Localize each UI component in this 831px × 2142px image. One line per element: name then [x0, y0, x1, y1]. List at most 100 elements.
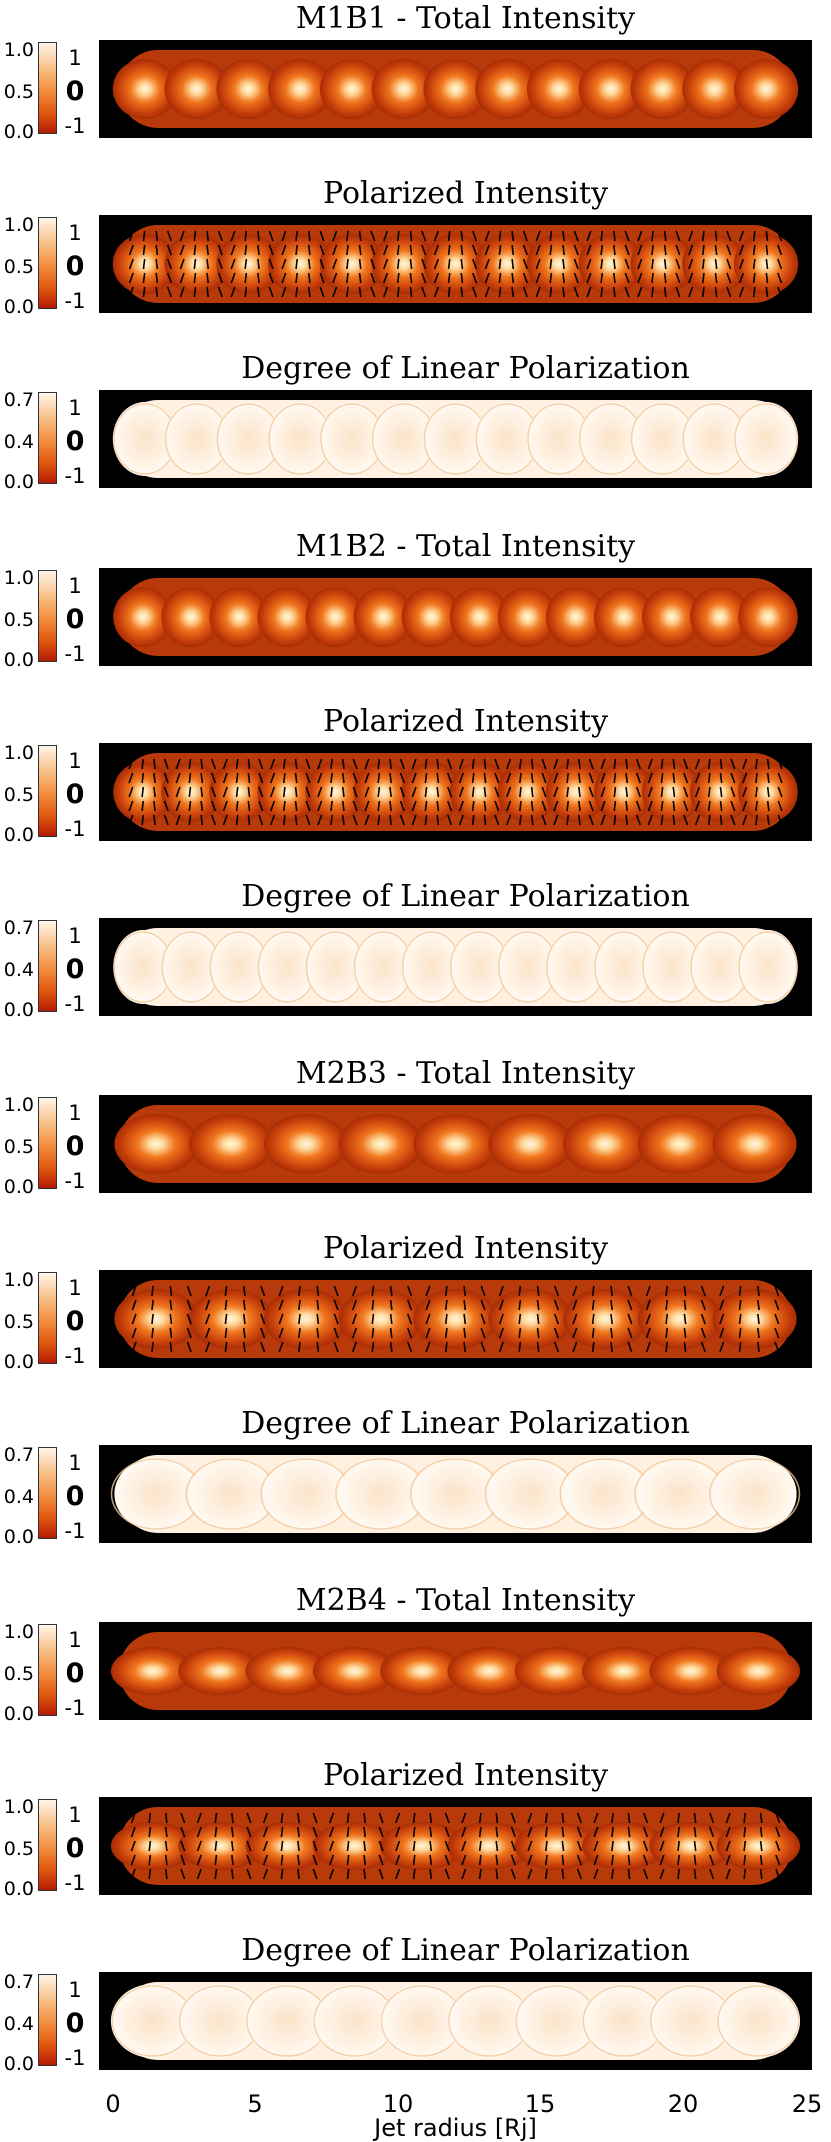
polarization-vector — [332, 286, 338, 298]
polarization-vector — [153, 814, 156, 826]
colorbar — [38, 1272, 57, 1364]
colorbar-tick-label: 0.0 — [3, 1878, 34, 1900]
polarization-vector — [647, 800, 653, 812]
polarization-vector — [230, 258, 236, 270]
polarization-vector — [484, 230, 490, 242]
polarization-vector — [317, 758, 323, 770]
polarization-vector — [230, 244, 236, 256]
polarization-vector — [371, 1313, 375, 1325]
polarization-vector — [180, 1826, 186, 1838]
colorbar-tick-label: 0.0 — [3, 1703, 34, 1725]
polarization-vector — [257, 258, 260, 270]
polarization-vector — [635, 786, 642, 798]
colorbar-tick-label: 0.0 — [3, 121, 34, 143]
polarization-vector — [196, 1854, 202, 1866]
polarization-vector — [775, 1826, 781, 1838]
intensity-blob — [690, 930, 750, 1004]
polarization-vector — [155, 286, 159, 298]
polarization-vector — [573, 230, 579, 242]
polarization-vector — [429, 1812, 433, 1824]
intensity-blob — [526, 402, 592, 476]
polarization-vector — [660, 758, 664, 770]
polarization-vector — [714, 272, 718, 284]
intensity-blob — [338, 1114, 423, 1174]
polarization-vector — [444, 1826, 450, 1838]
colorbar-tick-label: 0.5 — [3, 1663, 34, 1685]
polarization-vector — [358, 272, 362, 284]
polarization-vector — [246, 1854, 252, 1866]
heatmap-plot — [99, 743, 812, 841]
polarization-vector — [719, 786, 723, 798]
heatmap-plot — [99, 568, 812, 666]
polarization-vector — [600, 758, 606, 770]
polarization-vector — [409, 272, 413, 284]
polarization-vector — [295, 272, 299, 284]
polarization-vector — [522, 272, 528, 284]
polarization-vector — [518, 1341, 522, 1353]
polarization-vector — [647, 758, 653, 770]
polarization-vector — [214, 1840, 218, 1852]
orientation-scale-label: 0 — [65, 2008, 85, 2039]
polarization-vector — [610, 1327, 613, 1339]
polarization-vector — [224, 1313, 228, 1325]
polarization-vector — [460, 286, 464, 298]
polarization-vector — [591, 1299, 595, 1311]
polarization-vector — [305, 814, 311, 826]
polarization-vector — [180, 1868, 186, 1880]
polarization-vector — [444, 1285, 448, 1297]
polarization-vector — [645, 1313, 651, 1325]
polarization-vector — [511, 258, 515, 270]
polarization-vector — [242, 1313, 246, 1325]
colorbar-tick-label: 1.0 — [3, 1621, 34, 1643]
polarization-vector — [544, 1868, 548, 1880]
polarization-vector — [510, 1826, 516, 1838]
polarization-vector — [675, 286, 681, 298]
polarization-vector — [210, 786, 217, 798]
polarization-vector — [683, 1285, 687, 1297]
intensity-blob — [112, 59, 177, 119]
intensity-blob — [712, 1114, 797, 1174]
polarization-vector — [637, 258, 643, 270]
polarization-vector — [719, 1341, 725, 1353]
polarization-vector — [247, 814, 251, 826]
polarization-vector — [544, 1840, 548, 1852]
polarization-vector — [210, 800, 217, 812]
intensity-blob — [642, 587, 702, 647]
polarization-vector — [389, 758, 392, 770]
polarization-vector — [153, 758, 156, 770]
polarization-vector — [447, 814, 453, 826]
polarization-vector — [578, 800, 581, 812]
polarization-vector — [458, 772, 464, 784]
polarization-vector — [480, 1285, 486, 1297]
polarization-vector — [511, 230, 515, 242]
polarization-vector — [627, 1327, 633, 1339]
polarization-vector — [651, 286, 654, 298]
polarization-vector — [244, 258, 248, 270]
polarization-vector — [421, 272, 427, 284]
polarization-vector — [600, 286, 604, 298]
polarization-vector — [738, 258, 745, 270]
polarization-vector — [421, 244, 427, 256]
polarization-vector — [659, 1812, 665, 1824]
polarization-vector — [774, 1327, 780, 1339]
polarization-vector — [530, 800, 534, 812]
intensity-blob — [449, 762, 510, 822]
intensity-blob — [161, 930, 221, 1004]
polarization-vector — [412, 1826, 416, 1838]
polarization-vector — [130, 1826, 136, 1838]
polarization-vector — [637, 230, 643, 242]
polarization-vector — [586, 244, 592, 256]
polarization-vector — [316, 1313, 320, 1325]
polarization-vector — [707, 772, 711, 784]
polarization-vector — [148, 1812, 152, 1824]
polarization-vector — [573, 286, 579, 298]
polarization-vector — [478, 1812, 482, 1824]
polarization-vector — [389, 772, 392, 784]
colorbar-tick-label: 0.5 — [3, 1311, 34, 1333]
intensity-blob — [164, 402, 229, 476]
colorbar-tick-label: 0.4 — [3, 2013, 34, 2035]
polarization-vector — [447, 230, 451, 242]
polarization-vector — [578, 758, 581, 770]
polarization-vector — [549, 258, 553, 270]
polarization-vector — [672, 800, 676, 812]
